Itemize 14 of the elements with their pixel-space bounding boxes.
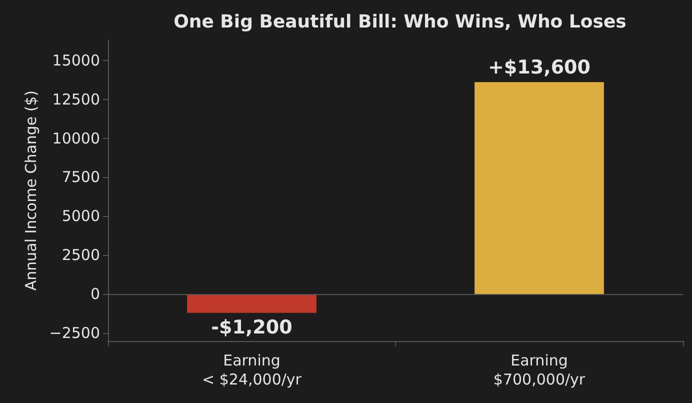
y-tick-label: 12500	[52, 90, 100, 108]
y-tick-label: 10000	[52, 129, 100, 148]
y-tick-label: 2500	[62, 246, 100, 264]
x-tick-label: Earning < $24,000/yr	[202, 352, 302, 388]
data-label: -$1,200	[211, 316, 292, 338]
y-tick-label: 0	[90, 285, 100, 304]
x-tick-label: Earning $700,000/yr	[493, 352, 586, 388]
data-label: +$13,600	[488, 56, 590, 79]
chart-title: One Big Beautiful Bill: Who Wins, Who Loses	[174, 12, 626, 32]
y-axis-title: Annual Income Change ($)	[22, 90, 40, 291]
y-tick-label: 15000	[52, 51, 100, 70]
y-tick-label: −2500	[49, 324, 100, 342]
y-tick-label: 5000	[62, 207, 100, 226]
y-tick-label: 7500	[62, 168, 100, 186]
